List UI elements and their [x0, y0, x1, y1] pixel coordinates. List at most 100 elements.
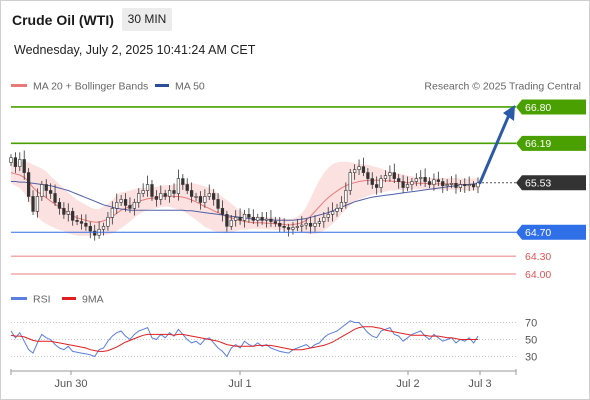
candle: [467, 176, 471, 192]
candle-body-up: [176, 178, 181, 194]
candle-body-down: [22, 159, 26, 173]
price-legend: MA 20 + Bollinger Bands MA 50 Research ©…: [11, 81, 581, 93]
candle-body-up: [295, 226, 299, 228]
candle: [137, 188, 141, 208]
level-tag: [516, 135, 586, 151]
candle-body-up: [115, 202, 119, 209]
candlesticks: [9, 150, 480, 241]
candle: [304, 218, 308, 230]
candle: [71, 207, 75, 226]
candle-body-up: [137, 193, 141, 203]
candle: [397, 174, 401, 189]
candle-body-down: [172, 190, 176, 194]
candle-body-up: [322, 217, 326, 222]
instrument-title: Crude Oil (WTI): [12, 12, 114, 28]
candle-body-up: [458, 184, 462, 188]
rsi-tick-label: 70: [525, 318, 537, 330]
candle: [317, 217, 322, 227]
rsi-legend-label: RSI: [33, 294, 51, 306]
candle: [84, 214, 88, 231]
candle: [190, 182, 194, 203]
candle: [26, 168, 31, 202]
candle: [13, 152, 18, 173]
candle-body-down: [441, 181, 445, 187]
rsi-line: [10, 320, 479, 358]
candle: [225, 210, 229, 232]
candle: [344, 182, 348, 209]
candle: [119, 194, 123, 207]
candle-body-up: [353, 169, 357, 173]
candle: [172, 183, 176, 198]
candle-body-down: [212, 193, 216, 200]
rsi-legend-swatch: [11, 297, 27, 300]
candle-body-down: [427, 181, 432, 185]
candle: [264, 211, 269, 228]
candle: [49, 183, 53, 199]
candle: [163, 189, 167, 201]
candle-body-up: [357, 166, 361, 170]
candle-body-up: [313, 223, 317, 227]
ma50-legend-label: MA 50: [175, 81, 205, 93]
candle-body-down: [251, 217, 255, 221]
research-credit: Research © 2025 Trading Central: [424, 81, 581, 93]
candle: [110, 201, 114, 225]
timeframe-button[interactable]: 30 MIN: [122, 8, 172, 31]
candle-body-up: [159, 193, 163, 200]
candle-body-down: [278, 223, 282, 227]
candle: [79, 214, 84, 230]
price-levels: 66.80 66.19 65.53 64.70 64.30 64.00: [11, 99, 586, 281]
rsi-tick-label: 30: [525, 352, 537, 364]
projection-arrow-shaft: [478, 113, 511, 185]
rsi-ma-legend-label: 9MA: [82, 294, 104, 306]
candle: [247, 208, 251, 223]
candle-body-down: [84, 223, 88, 227]
candle-body-down: [128, 205, 132, 209]
level-label: 66.80: [525, 102, 551, 114]
candle: [313, 215, 317, 232]
bollinger-band: [11, 161, 478, 236]
candle-body-down: [216, 199, 220, 209]
candle: [392, 163, 396, 184]
candle: [181, 174, 185, 190]
candle: [441, 177, 445, 193]
candle-body-up: [203, 196, 207, 203]
candle-body-down: [423, 177, 427, 182]
candle: [145, 175, 150, 197]
candle-body-up: [419, 177, 423, 179]
rsi-panel: 70 50 30: [10, 318, 537, 364]
candle: [154, 190, 159, 207]
candle: [88, 221, 92, 239]
candle: [212, 189, 216, 206]
ma20-legend-label: MA 20 + Bollinger Bands: [33, 81, 148, 93]
candle-body-up: [300, 224, 304, 227]
rsi-ma-line: [10, 326, 478, 352]
candle: [449, 176, 454, 189]
candle: [361, 157, 366, 177]
candle: [220, 200, 225, 222]
candle-body-up: [207, 193, 211, 197]
candle: [40, 180, 44, 201]
candle: [167, 185, 172, 203]
level-label: 64.70: [525, 227, 551, 239]
candle: [159, 185, 163, 205]
rsi-tick-label: 50: [525, 335, 537, 347]
candle-body-up: [141, 190, 145, 194]
candle: [207, 184, 211, 201]
candle-body-up: [66, 211, 70, 215]
candle-body-down: [181, 178, 185, 185]
candle-body-down: [154, 196, 159, 200]
candle-body-up: [234, 217, 238, 221]
candle-body-up: [145, 184, 150, 191]
candle: [436, 171, 440, 187]
level-support: 64.30: [11, 251, 551, 263]
candle: [339, 196, 344, 212]
level-label: 64.00: [525, 269, 551, 281]
candle-body-down: [88, 226, 92, 232]
candle-body-up: [445, 184, 449, 187]
candle: [401, 175, 405, 193]
candle: [216, 193, 220, 213]
candle-body-down: [361, 166, 366, 173]
candle: [234, 210, 238, 227]
candle: [379, 174, 383, 193]
